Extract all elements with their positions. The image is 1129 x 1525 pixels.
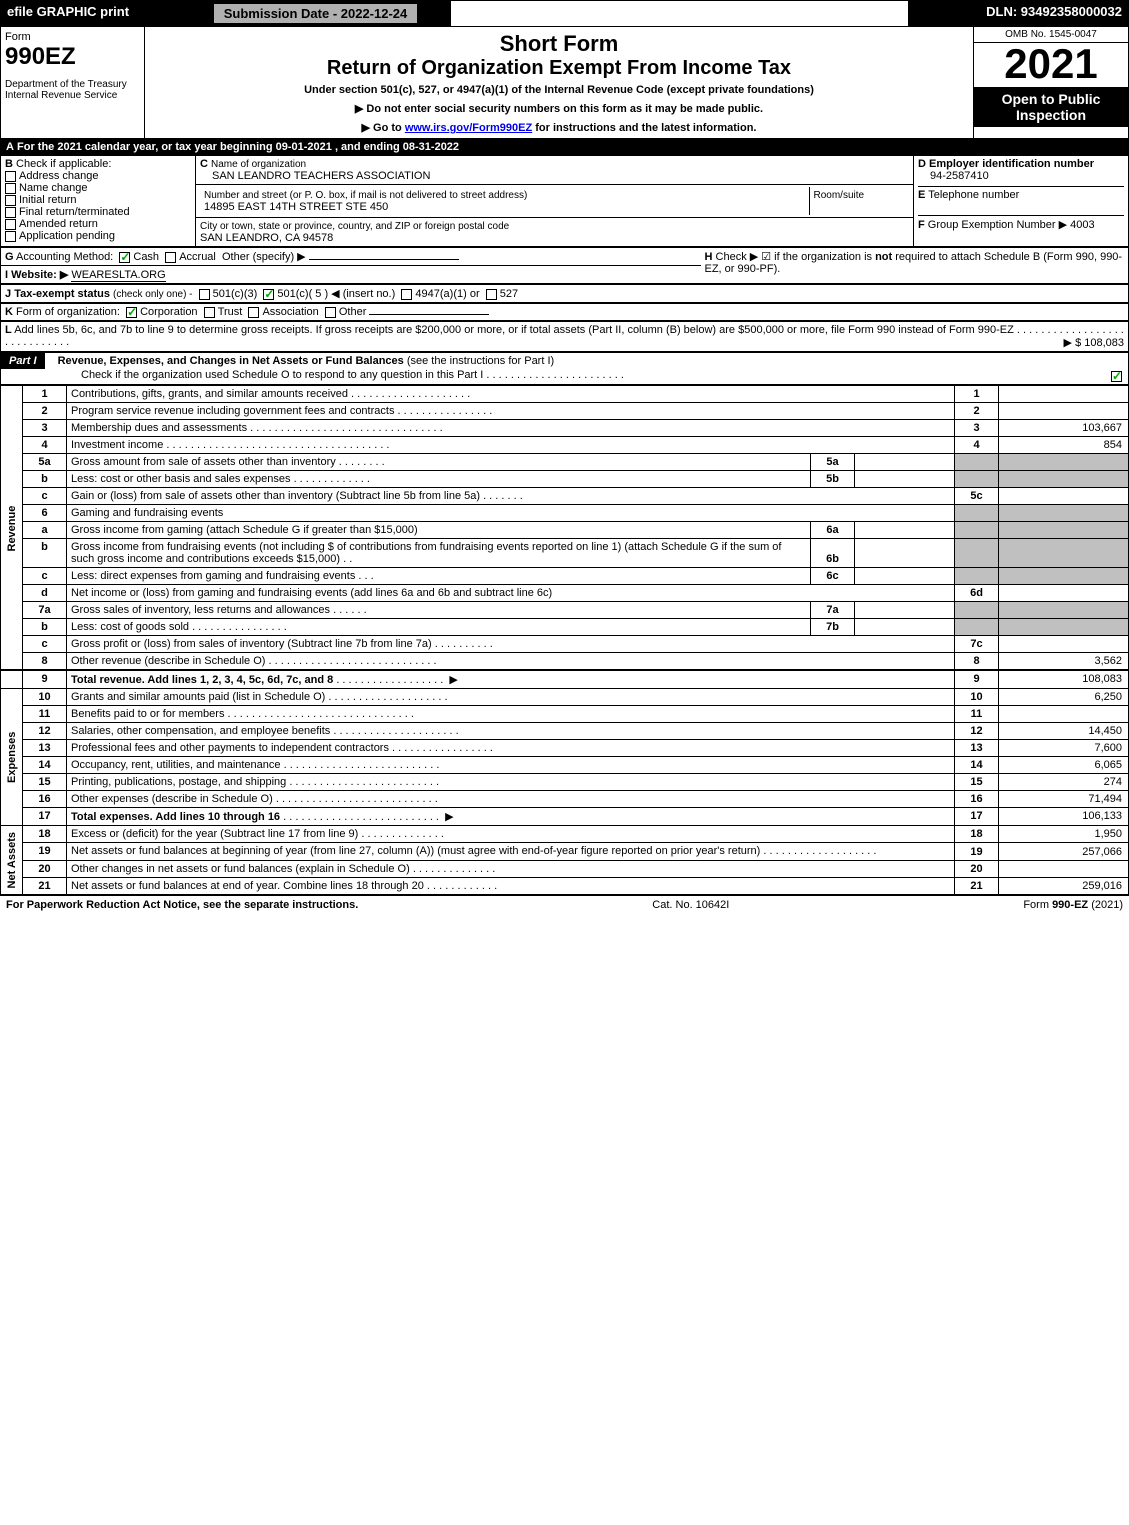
checkbox-association[interactable] [248,307,259,318]
form-ref: Form 990-EZ (2021) [1023,899,1123,911]
city-state-zip: SAN LEANDRO, CA 94578 [200,232,333,244]
section-g-letter: G [5,251,14,263]
section-a: A For the 2021 calendar year, or tax yea… [0,139,1129,155]
checkbox-trust[interactable] [204,307,215,318]
section-e-letter: E [918,189,925,201]
submission-date: Submission Date - 2022-12-24 [214,4,418,23]
revenue-vlabel: Revenue [1,386,23,671]
line-14-value: 6,065 [999,757,1129,774]
form-number: 990EZ [5,43,140,71]
form-label: Form [5,31,140,43]
org-name: SAN LEANDRO TEACHERS ASSOCIATION [200,170,430,182]
section-c-letter: C [200,158,208,170]
checkbox-corporation[interactable] [126,307,137,318]
checkbox-accrual[interactable] [165,252,176,263]
ein: 94-2587410 [918,170,989,182]
part-i-header: Part I Revenue, Expenses, and Changes in… [0,352,1129,385]
checkbox-501c[interactable] [263,289,274,300]
form-of-org-row: K Form of organization: Corporation Trus… [0,303,1129,321]
checkbox-schedule-o[interactable] [1111,371,1122,382]
line-15-value: 274 [999,774,1129,791]
dln: DLN: 93492358000032 [909,1,1129,27]
paperwork-notice: For Paperwork Reduction Act Notice, see … [6,899,358,911]
checkbox-final-return[interactable] [5,207,16,218]
part-i-table: Revenue 1 Contributions, gifts, grants, … [0,385,1129,895]
line-19-value: 257,066 [999,843,1129,860]
netassets-vlabel: Net Assets [1,826,23,895]
checkbox-other[interactable] [325,307,336,318]
accounting-row: G Accounting Method: Cash Accrual Other … [0,247,1129,284]
checkbox-name-change[interactable] [5,183,16,194]
main-title: Return of Organization Exempt From Incom… [155,57,963,80]
top-bar: efile GRAPHIC print Submission Date - 20… [0,0,1129,27]
section-i-letter: I [5,269,8,281]
page-footer: For Paperwork Reduction Act Notice, see … [0,895,1129,914]
checkbox-cash[interactable] [119,252,130,263]
tax-year: 2021 [974,43,1128,85]
open-public-badge: Open to Public Inspection [974,87,1128,127]
line-17-value: 106,133 [999,808,1129,826]
checkbox-527[interactable] [486,289,497,300]
section-h-letter: H [705,251,713,263]
line-18-value: 1,950 [999,826,1129,843]
line-16-value: 71,494 [999,791,1129,808]
tax-exempt-row: J Tax-exempt status (check only one) - 5… [0,284,1129,303]
subtitle: Under section 501(c), 527, or 4947(a)(1)… [155,84,963,96]
checkbox-amended[interactable] [5,219,16,230]
line-4-value: 854 [999,437,1129,454]
section-f-letter: F [918,219,925,231]
irs-label: Internal Revenue Service [5,90,140,101]
line-13-value: 7,600 [999,740,1129,757]
gross-receipts-amount: ▶ $ 108,083 [1064,336,1124,349]
website: WEARESLTA.ORG [71,269,165,282]
line-3-value: 103,667 [999,420,1129,437]
group-exemption: ▶ 4003 [1059,219,1095,231]
dept-treasury: Department of the Treasury [5,79,140,90]
line-9-value: 108,083 [999,670,1129,689]
short-form-title: Short Form [155,31,963,57]
section-d-letter: D [918,158,926,170]
form-header: Form 990EZ Department of the Treasury In… [0,27,1129,139]
line-21-value: 259,016 [999,878,1129,895]
line-10-value: 6,250 [999,689,1129,706]
line-12-value: 14,450 [999,723,1129,740]
gross-receipts-row: L Add lines 5b, 6c, and 7b to line 9 to … [0,321,1129,352]
efile-label[interactable]: efile GRAPHIC print [1,1,181,27]
checkbox-application-pending[interactable] [5,231,16,242]
goto-note: ▶ Go to www.irs.gov/Form990EZ for instru… [155,121,963,134]
catalog-number: Cat. No. 10642I [652,899,729,911]
checkbox-initial-return[interactable] [5,195,16,206]
checkbox-501c3[interactable] [199,289,210,300]
street-address: 14895 EAST 14TH STREET STE 450 [204,201,388,213]
checkbox-address-change[interactable] [5,171,16,182]
checkbox-4947[interactable] [401,289,412,300]
section-b-label: Check if applicable: [16,158,111,170]
irs-link[interactable]: www.irs.gov/Form990EZ [405,122,532,134]
identity-block: B Check if applicable: Address change Na… [0,155,1129,247]
expenses-vlabel: Expenses [1,689,23,826]
ssn-warning: ▶ Do not enter social security numbers o… [155,102,963,115]
section-b-letter: B [5,158,13,170]
line-8-value: 3,562 [999,653,1129,671]
